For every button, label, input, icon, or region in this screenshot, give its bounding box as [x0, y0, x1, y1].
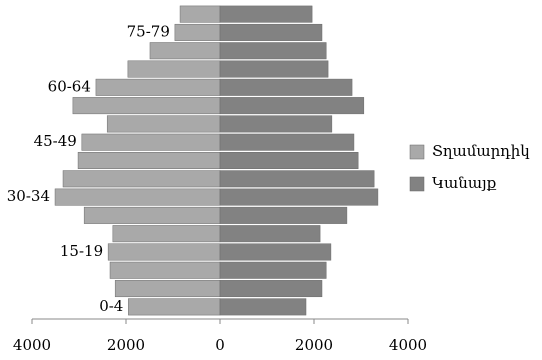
x-tick-label: 4000 — [13, 336, 51, 354]
bar — [219, 78, 353, 96]
bar — [95, 78, 221, 96]
bar — [219, 115, 333, 133]
legend-label: Տղամարդիկ — [432, 142, 530, 160]
legend-swatch — [409, 176, 425, 192]
bar — [81, 133, 221, 151]
bar — [219, 23, 323, 41]
bar — [219, 97, 365, 115]
x-tick-label: 0 — [215, 336, 225, 354]
bar — [219, 261, 327, 279]
x-tick-label: 4000 — [389, 336, 427, 354]
legend-swatch — [409, 144, 425, 160]
y-tick-label: 60-64 — [48, 77, 91, 95]
bar — [174, 23, 221, 41]
bar — [179, 5, 221, 23]
y-tick-label: 75-79 — [127, 22, 170, 40]
bar — [114, 280, 221, 298]
x-tick-label: 2000 — [107, 336, 145, 354]
bar — [149, 42, 221, 60]
bar — [109, 261, 221, 279]
bar — [83, 206, 221, 224]
bar — [112, 225, 221, 243]
x-tick-label: 2000 — [295, 336, 333, 354]
bar — [219, 206, 348, 224]
y-tick-label: 0-4 — [99, 297, 123, 315]
bar — [219, 60, 329, 78]
bar — [219, 280, 323, 298]
bar — [54, 188, 221, 206]
bar — [219, 225, 321, 243]
bar — [72, 97, 221, 115]
bar — [219, 152, 359, 169]
bar — [127, 60, 221, 78]
bar — [106, 115, 221, 133]
y-tick-label: 30-34 — [7, 187, 50, 205]
legend-label: Կանայք — [432, 174, 497, 192]
bar — [219, 188, 379, 206]
bar — [219, 42, 327, 60]
bar — [77, 152, 221, 169]
y-tick-label: 45-49 — [34, 132, 77, 150]
bar — [219, 133, 355, 151]
bar — [128, 298, 221, 316]
bar — [219, 170, 375, 188]
bar — [219, 5, 313, 23]
bar — [62, 170, 221, 188]
bar — [107, 243, 221, 261]
y-tick-label: 15-19 — [60, 242, 103, 260]
bar — [219, 243, 332, 261]
bar — [219, 298, 307, 316]
